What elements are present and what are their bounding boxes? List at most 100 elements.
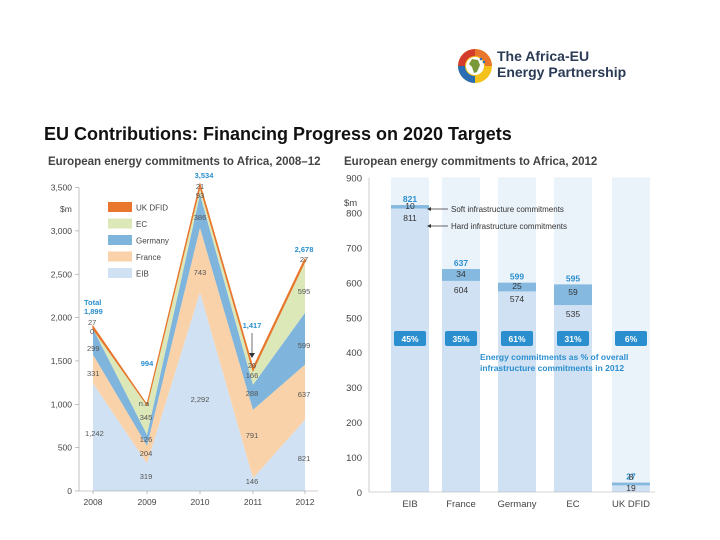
bar-callouts: Soft infrastructure commitments Hard infr…: [427, 205, 567, 231]
value-label: n.a: [139, 399, 150, 408]
y-tick-label: 900: [346, 173, 362, 184]
area-layer-uk-dfid: [92, 182, 306, 407]
total-2012: 2,678: [295, 245, 314, 254]
value-label: 21: [196, 182, 204, 191]
legend-swatch: [108, 235, 132, 245]
bar-total-label: 595: [566, 273, 580, 283]
bar-soft-0: [391, 205, 429, 209]
total-2009: 994: [141, 359, 154, 368]
value-label: 26: [248, 361, 256, 370]
legend-label: France: [136, 253, 161, 262]
bar-total-label: 821: [403, 194, 417, 204]
percent-badge: [394, 331, 426, 346]
bar-soft-3: [554, 284, 592, 306]
percent-badge-label: 6%: [625, 334, 638, 344]
y-tick-label: 2,000: [51, 313, 73, 323]
percent-badge: [445, 331, 477, 346]
pointer-arrow: [249, 353, 255, 358]
y-tick-label: 500: [346, 313, 362, 324]
bar-hard-value: 574: [510, 294, 524, 304]
value-label: 2,292: [191, 395, 210, 404]
area-y-axis: 0 500 1,000 1,500 2,000 2,500 3,000 3,500 $m: [51, 183, 80, 496]
legend-label: EIB: [136, 270, 149, 279]
y-tick-label: 200: [346, 418, 362, 429]
x-tick-label: EC: [566, 499, 579, 510]
percent-badge-label: 45%: [401, 334, 418, 344]
legend-swatch: [108, 268, 132, 278]
y-tick-label: 1,000: [51, 399, 73, 409]
y-tick-label: 3,500: [51, 183, 73, 193]
y-tick-label: 600: [346, 278, 362, 289]
value-label: 146: [246, 477, 259, 486]
y-tick-label: 0: [357, 488, 362, 499]
legend-label: EC: [136, 220, 147, 229]
callout-hard-label: Hard infrastructure commitments: [451, 222, 567, 231]
bar-soft-4: [612, 482, 650, 486]
area-layers: [92, 182, 306, 491]
value-label: 204: [140, 449, 153, 458]
x-tick-label: Germany: [497, 499, 536, 510]
percent-badge-label: 35%: [452, 334, 469, 344]
bar-soft-value: 25: [512, 281, 522, 291]
y-tick-label: 700: [346, 243, 362, 254]
callout-soft-arrow: [427, 207, 431, 211]
bar-soft-value: 10: [405, 201, 415, 211]
value-label: 345: [140, 413, 153, 422]
bar-hard-2: [498, 291, 536, 492]
value-label: 1,242: [85, 429, 104, 438]
bar-soft-value: 34: [456, 269, 466, 279]
percent-badge-label: 31%: [564, 334, 581, 344]
percent-note-line-1: Energy commitments as % of overall: [480, 352, 628, 362]
value-label: 288: [246, 389, 259, 398]
percent-note-line-2: infrastructure commitments in 2012: [480, 363, 624, 373]
value-label: 27: [88, 318, 96, 327]
value-label: 27: [300, 255, 308, 264]
value-label: 0: [90, 327, 94, 336]
area-layer-france: [93, 227, 305, 479]
area-layer-germany: [93, 194, 305, 446]
total-label: Total: [84, 298, 101, 307]
value-label: 599: [298, 341, 311, 350]
value-label: 126: [140, 435, 153, 444]
logo-line-2: Energy Partnership: [497, 64, 627, 80]
y-tick-label: 500: [58, 443, 72, 453]
bar-hard-value: 604: [454, 285, 468, 295]
legend-swatch: [108, 251, 132, 262]
bar-value-labels: 821 637 599 595 27 10 811 34 604 25 574 59 535 819: [403, 194, 636, 493]
percent-badge: [615, 331, 647, 346]
bar-total-label: 599: [510, 272, 524, 282]
area-legend: UK DFID EC Germany France EIB: [108, 202, 169, 279]
value-label: 331: [87, 369, 100, 378]
total-2010: 3,534: [195, 171, 215, 180]
y-tick-label: 1,500: [51, 356, 73, 366]
bar-soft-2: [498, 282, 536, 292]
value-label: 386: [194, 213, 207, 222]
percent-badge: [557, 331, 589, 346]
value-label: 743: [194, 268, 207, 277]
x-tick-label: UK DFID: [612, 499, 650, 510]
bar-chart: 0 100 200 300 400 500 600 700 800 900 $m 821 637 599…: [344, 173, 655, 510]
y-tick-label: 0: [67, 486, 72, 496]
area-x-axis: 2008 2009 2010 2011 2012: [79, 490, 318, 507]
area-chart: 0 500 1,000 1,500 2,000 2,500 3,000 3,500 $m 200…: [51, 171, 318, 507]
y-tick-label: 100: [346, 453, 362, 464]
logo-line-1: The Africa-EU: [497, 48, 590, 64]
africa-eu-emblem-icon: [458, 49, 492, 83]
bar-soft-1: [442, 269, 480, 281]
bar-total-label: 27: [626, 472, 636, 482]
value-label: 299: [87, 344, 100, 353]
legend-label: UK DFID: [136, 204, 168, 213]
percent-badge-label: 61%: [508, 334, 525, 344]
total-2008: 1,899: [84, 307, 103, 316]
bar-soft-value: 8: [629, 472, 634, 482]
area-layer-ec: [93, 186, 305, 435]
y-tick-label: 800: [346, 208, 362, 219]
bar-y-axis: 0 100 200 300 400 500 600 700 800 900 $m: [344, 173, 370, 499]
bar-x-axis: EIB France Germany EC UK DFID: [369, 491, 655, 510]
bar-hard-value: 19: [626, 483, 636, 493]
total-2011: 1,417: [243, 321, 262, 330]
x-tick-label: 2008: [84, 497, 103, 507]
value-label: 319: [140, 472, 153, 481]
bar-hard-value: 535: [566, 309, 580, 319]
legend-swatch: [108, 202, 132, 212]
